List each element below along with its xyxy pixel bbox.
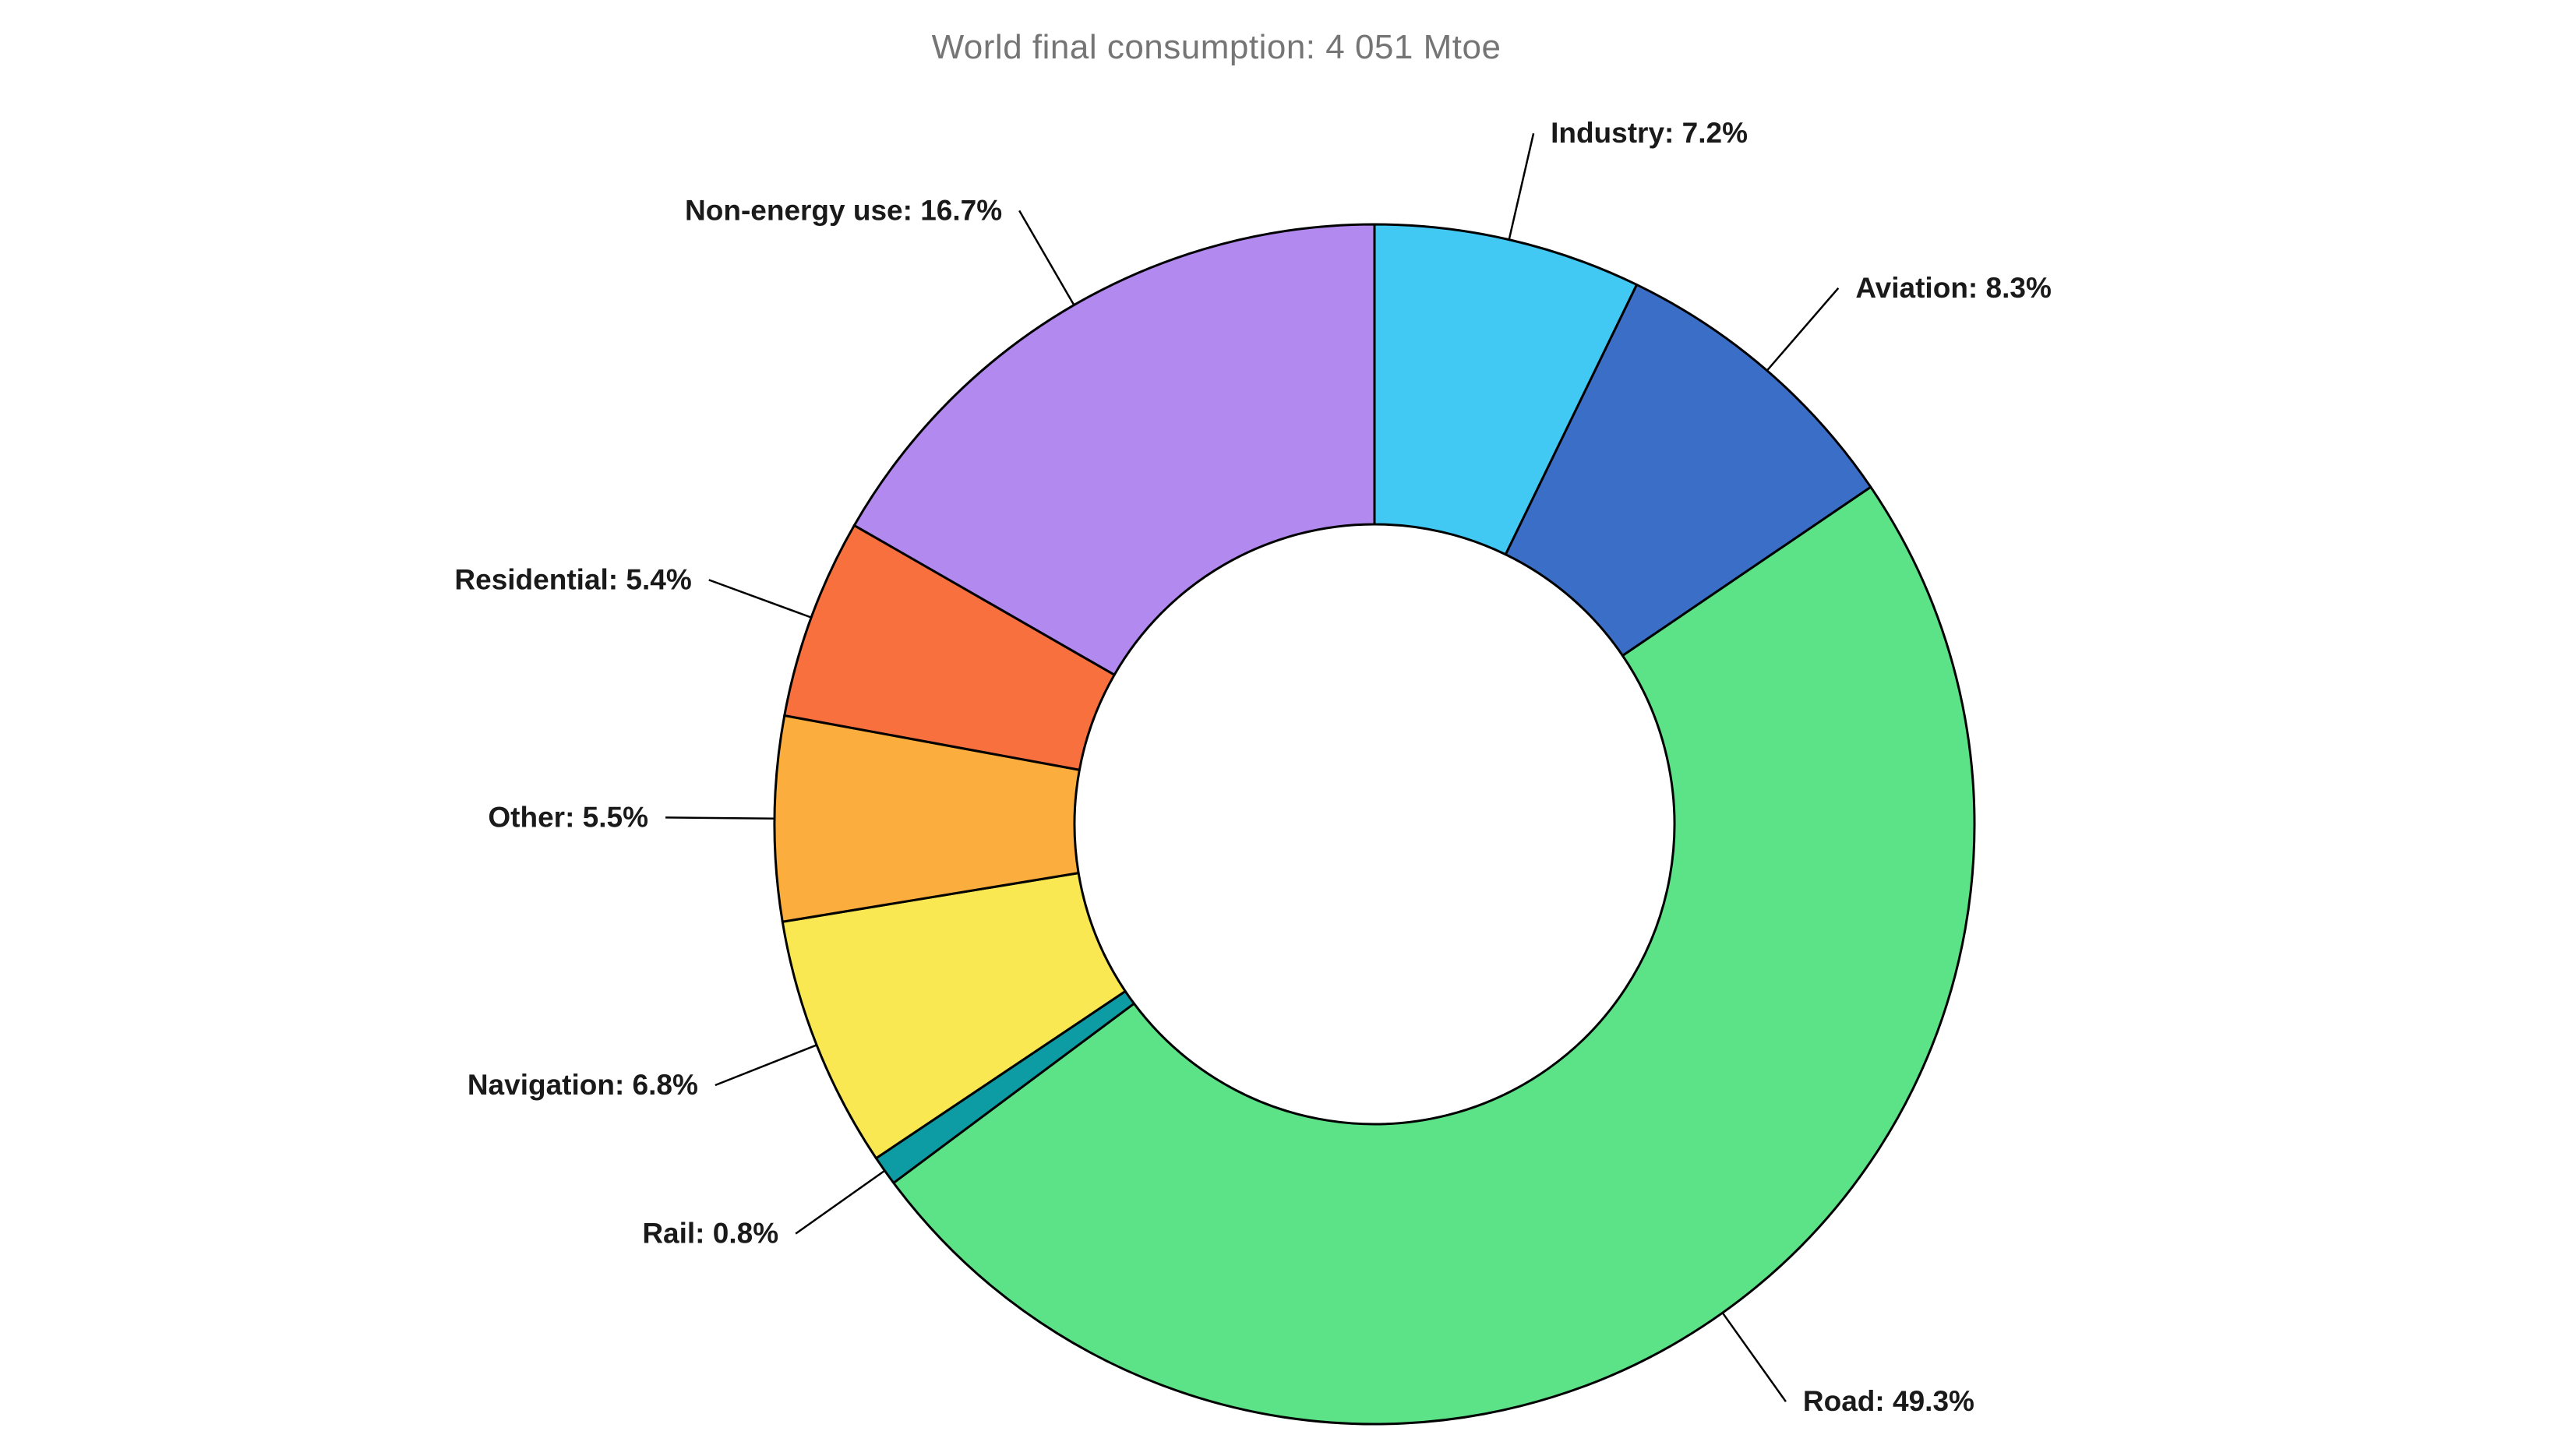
- slice-label-aviation: Aviation: 8.3%: [1855, 272, 2052, 304]
- leader-line-navigation: [715, 1044, 817, 1087]
- slice-label-road: Road: 49.3%: [1803, 1385, 1974, 1417]
- leader-line-road: [1721, 1312, 1787, 1402]
- leader-line-aviation: [1766, 287, 1840, 372]
- chart-title: World final consumption: 4 051 Mtoe: [931, 28, 1501, 66]
- leader-line-industry: [1508, 132, 1535, 240]
- slice-label-residential: Residential: 5.4%: [454, 563, 691, 595]
- leader-line-rail: [795, 1169, 886, 1235]
- leader-line-non-energy-use: [1018, 210, 1075, 306]
- pie-slice-non-energy-use: [852, 223, 1376, 676]
- leader-line-residential: [708, 579, 812, 619]
- slice-label-industry: Industry: 7.2%: [1551, 117, 1748, 149]
- slice-label-other: Other: 5.5%: [488, 801, 648, 833]
- slice-label-navigation: Navigation: 6.8%: [468, 1069, 698, 1101]
- slice-label-rail: Rail: 0.8%: [642, 1218, 778, 1250]
- leader-line-other: [665, 816, 775, 820]
- pie-slice-industry: [1373, 223, 1639, 556]
- pie-slice-road: [892, 485, 1976, 1426]
- pie-slice-aviation: [1504, 283, 1872, 658]
- slice-label-non-energy-use: Non-energy use: 16.7%: [685, 194, 1002, 226]
